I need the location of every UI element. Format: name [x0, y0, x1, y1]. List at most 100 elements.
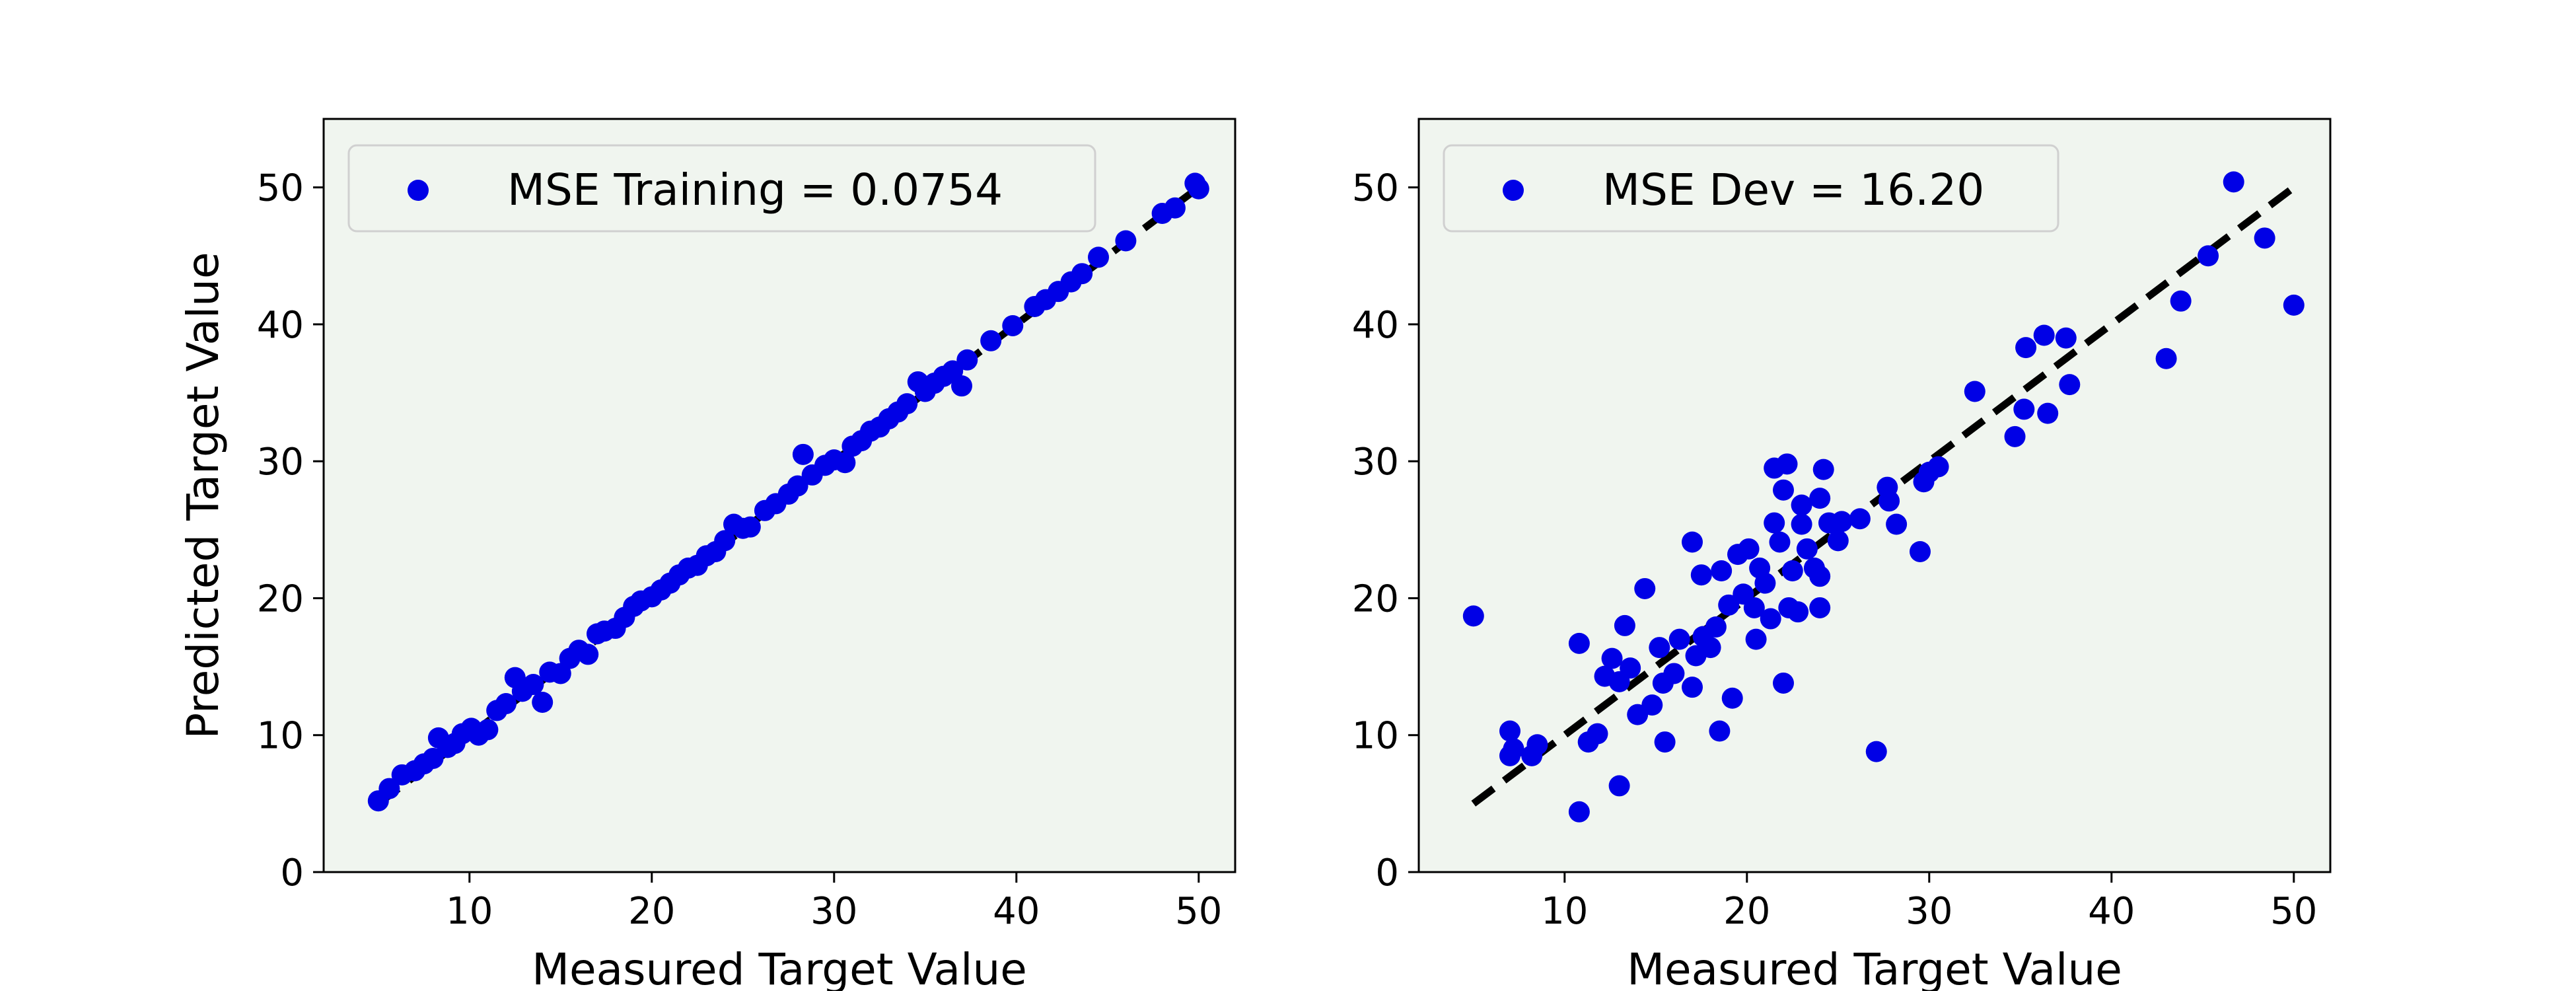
- data-point: [2170, 290, 2192, 312]
- data-point: [1462, 605, 1484, 627]
- data-point: [477, 719, 499, 741]
- data-point: [1705, 616, 1727, 638]
- data-point: [1886, 513, 1908, 535]
- data-point: [495, 693, 517, 715]
- data-point: [1499, 745, 1521, 766]
- legend: MSE Training = 0.0754: [347, 144, 1096, 233]
- data-point: [1809, 597, 1831, 618]
- data-point: [1791, 513, 1812, 535]
- data-point: [1682, 677, 1703, 698]
- x-tick-label: 20: [1723, 890, 1770, 933]
- data-point: [378, 778, 400, 799]
- x-tick-label: 20: [628, 890, 675, 933]
- data-point: [1776, 453, 1798, 475]
- data-point: [2033, 324, 2055, 346]
- data-point: [1754, 572, 1776, 594]
- data-point: [422, 747, 444, 769]
- y-tick-label: 0: [1375, 852, 1399, 895]
- legend: MSE Dev = 16.20: [1443, 144, 2059, 233]
- data-point: [1812, 459, 1834, 480]
- data-point: [1682, 531, 1703, 553]
- data-point: [532, 691, 554, 713]
- data-point: [1115, 230, 1137, 252]
- legend-marker: [1503, 180, 1524, 201]
- legend-box: [347, 144, 1096, 233]
- y-tick-label: 40: [1352, 304, 1399, 347]
- data-point: [2015, 337, 2037, 359]
- data-point: [1601, 647, 1623, 669]
- data-point: [1699, 637, 1721, 659]
- y-tick-label: 20: [257, 577, 304, 620]
- data-point: [1831, 511, 1853, 532]
- data-point: [1709, 720, 1731, 742]
- x-tick-label: 30: [810, 890, 857, 933]
- plot-frame: [322, 118, 1236, 873]
- data-point: [1499, 720, 1521, 742]
- data-point: [1568, 801, 1590, 823]
- x-tick-label: 10: [1541, 890, 1588, 933]
- data-point: [834, 452, 856, 474]
- data-point: [739, 516, 761, 538]
- y-tick-label: 50: [257, 167, 304, 210]
- data-point: [1568, 632, 1590, 654]
- y-tick-label: 50: [1352, 167, 1399, 210]
- y-tick-label: 20: [1352, 577, 1399, 620]
- data-point: [792, 443, 814, 465]
- data-point: [1608, 775, 1630, 797]
- data-point: [1927, 456, 1949, 478]
- x-tick-label: 50: [2270, 890, 2317, 933]
- data-point: [1071, 263, 1093, 285]
- data-point: [1827, 530, 1849, 552]
- data-point: [1718, 594, 1740, 616]
- data-point: [1690, 564, 1712, 586]
- data-point: [956, 349, 978, 371]
- data-point: [1809, 488, 1831, 509]
- data-point: [1634, 577, 1656, 599]
- data-point: [1769, 531, 1791, 553]
- x-tick-label: 40: [993, 890, 1040, 933]
- data-point: [1002, 314, 1024, 336]
- x-axis-label: Measured Target Value: [532, 944, 1027, 991]
- data-point: [2223, 171, 2244, 193]
- data-point: [2013, 398, 2035, 420]
- y-tick-label: 40: [257, 304, 304, 347]
- data-point: [980, 330, 1002, 351]
- data-point: [2004, 425, 2026, 447]
- data-point: [577, 643, 599, 665]
- y-tick-label: 30: [1352, 441, 1399, 484]
- data-point: [1721, 687, 1743, 709]
- x-tick-label: 10: [446, 890, 493, 933]
- data-point: [1849, 508, 1871, 530]
- data-point: [1878, 490, 1900, 512]
- data-point: [1781, 560, 1803, 581]
- data-point: [2037, 402, 2059, 424]
- data-point: [1764, 512, 1785, 534]
- data-point: [787, 475, 808, 497]
- data-point: [1787, 601, 1809, 623]
- data-point: [1796, 538, 1818, 560]
- data-point: [1773, 479, 1794, 501]
- legend-entry-label: MSE Dev = 16.20: [1602, 165, 1984, 215]
- legend-marker: [408, 180, 429, 201]
- data-point: [1663, 663, 1685, 684]
- data-point: [1188, 178, 1209, 200]
- data-point: [1773, 672, 1794, 694]
- data-point: [1641, 694, 1663, 716]
- x-tick-label: 50: [1175, 890, 1222, 933]
- data-point: [2254, 227, 2275, 249]
- y-tick-label: 0: [280, 852, 304, 895]
- legend-entry-label: MSE Training = 0.0754: [507, 165, 1003, 215]
- data-point: [1964, 381, 1986, 402]
- data-point: [1791, 494, 1812, 516]
- y-tick-label: 30: [257, 441, 304, 484]
- data-point: [2055, 327, 2077, 349]
- x-tick-label: 40: [2088, 890, 2135, 933]
- data-point: [2059, 374, 2081, 396]
- y-tick-label: 10: [257, 715, 304, 758]
- data-point: [1865, 741, 1887, 762]
- data-point: [1809, 566, 1831, 587]
- data-point: [896, 393, 918, 415]
- legend-box: [1443, 144, 2059, 233]
- x-tick-label: 30: [1906, 890, 1952, 933]
